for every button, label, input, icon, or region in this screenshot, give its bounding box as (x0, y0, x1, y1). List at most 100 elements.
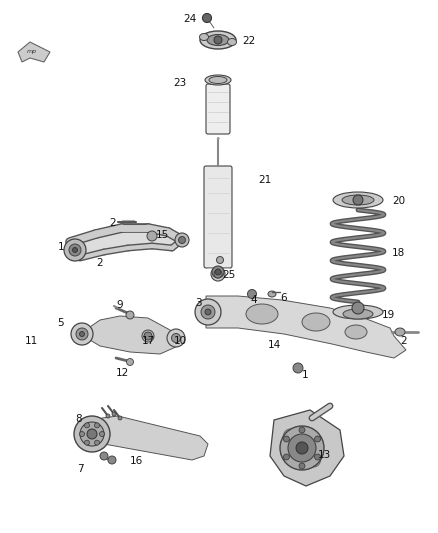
Circle shape (212, 266, 224, 278)
Text: 2: 2 (400, 336, 406, 346)
Circle shape (247, 289, 257, 298)
Circle shape (127, 359, 134, 366)
Text: 17: 17 (142, 336, 155, 346)
Circle shape (314, 436, 321, 442)
Circle shape (353, 195, 363, 205)
Circle shape (195, 299, 221, 325)
Circle shape (80, 332, 85, 336)
Text: 16: 16 (130, 456, 143, 466)
Circle shape (314, 454, 321, 460)
Text: 25: 25 (222, 270, 235, 280)
Ellipse shape (333, 192, 383, 208)
Circle shape (202, 13, 212, 22)
Ellipse shape (209, 77, 227, 84)
Polygon shape (206, 296, 406, 358)
Circle shape (85, 440, 89, 445)
Circle shape (283, 454, 290, 460)
Text: 14: 14 (268, 340, 281, 350)
Ellipse shape (199, 34, 208, 41)
Circle shape (85, 423, 89, 428)
Ellipse shape (342, 195, 374, 205)
Circle shape (69, 244, 81, 256)
Polygon shape (96, 416, 208, 460)
Text: 23: 23 (174, 78, 187, 88)
Text: 21: 21 (258, 175, 271, 185)
Circle shape (280, 426, 324, 470)
Circle shape (144, 332, 152, 340)
Text: 5: 5 (57, 318, 64, 328)
Circle shape (64, 239, 86, 261)
Circle shape (172, 334, 180, 343)
Text: 18: 18 (392, 248, 405, 258)
Text: 2: 2 (96, 258, 102, 268)
Text: 6: 6 (280, 293, 286, 303)
Circle shape (71, 323, 93, 345)
Circle shape (80, 422, 104, 446)
Polygon shape (70, 228, 182, 258)
Text: 12: 12 (116, 368, 129, 378)
Polygon shape (80, 316, 178, 354)
Circle shape (175, 233, 189, 247)
Ellipse shape (268, 291, 276, 297)
Ellipse shape (333, 305, 383, 319)
Text: 4: 4 (250, 295, 257, 305)
FancyBboxPatch shape (204, 166, 232, 268)
Circle shape (74, 416, 110, 452)
Circle shape (299, 427, 305, 433)
Circle shape (352, 302, 364, 314)
Text: 7: 7 (78, 464, 84, 474)
Ellipse shape (200, 31, 236, 49)
Text: 15: 15 (156, 230, 169, 240)
Ellipse shape (343, 309, 373, 319)
Text: 2: 2 (110, 218, 116, 228)
Circle shape (76, 328, 88, 340)
Circle shape (299, 463, 305, 469)
Ellipse shape (246, 304, 278, 324)
Text: 20: 20 (392, 196, 405, 206)
Ellipse shape (142, 330, 154, 342)
Text: 19: 19 (382, 310, 395, 320)
Circle shape (214, 36, 222, 44)
Text: 9: 9 (116, 300, 123, 310)
Circle shape (100, 452, 108, 460)
Circle shape (296, 442, 308, 454)
Circle shape (283, 436, 290, 442)
Circle shape (73, 247, 78, 253)
Circle shape (179, 237, 186, 244)
Text: 3: 3 (195, 298, 202, 308)
Circle shape (99, 432, 105, 437)
Ellipse shape (345, 325, 367, 339)
Circle shape (215, 269, 221, 275)
Circle shape (214, 270, 222, 278)
Ellipse shape (205, 75, 231, 85)
Ellipse shape (307, 449, 321, 467)
Circle shape (108, 456, 116, 464)
Circle shape (112, 412, 116, 416)
Ellipse shape (395, 328, 405, 336)
Ellipse shape (207, 35, 229, 45)
FancyBboxPatch shape (206, 84, 230, 134)
Circle shape (118, 416, 122, 420)
Text: 10: 10 (174, 336, 187, 346)
Ellipse shape (216, 256, 223, 263)
Ellipse shape (211, 267, 225, 281)
Circle shape (95, 423, 99, 428)
Text: 8: 8 (75, 414, 82, 424)
Circle shape (288, 434, 316, 462)
Circle shape (106, 414, 110, 418)
Circle shape (95, 440, 99, 445)
Circle shape (147, 231, 157, 241)
Polygon shape (18, 42, 50, 62)
Circle shape (293, 363, 303, 373)
Text: 11: 11 (25, 336, 38, 346)
Ellipse shape (227, 38, 237, 45)
Text: 1: 1 (57, 242, 64, 252)
Text: 24: 24 (183, 14, 196, 24)
Text: 1: 1 (302, 370, 309, 380)
Circle shape (201, 305, 215, 319)
Circle shape (167, 329, 185, 347)
Text: 22: 22 (242, 36, 255, 46)
Ellipse shape (283, 429, 297, 447)
Polygon shape (270, 410, 344, 486)
Circle shape (87, 429, 97, 439)
